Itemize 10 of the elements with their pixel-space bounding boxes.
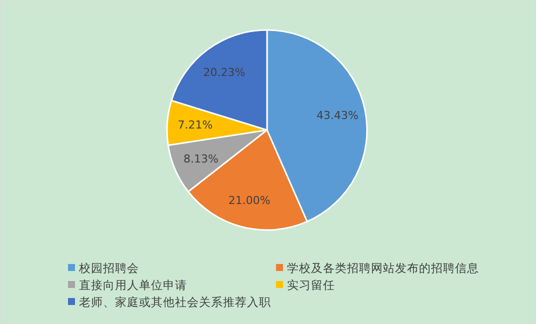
legend-label: 直接向用人单位申请 xyxy=(79,278,187,292)
data-label: 20.23% xyxy=(203,66,246,80)
data-label: 8.13% xyxy=(183,152,218,166)
legend-label: 实习留任 xyxy=(287,278,335,292)
data-label: 21.00% xyxy=(228,194,270,207)
legend-label: 校园招聘会 xyxy=(78,261,139,275)
legend-label: 学校及各类招聘网站发布的招聘信息 xyxy=(287,261,479,275)
data-label: 7.21% xyxy=(178,118,213,132)
data-label: 43.43% xyxy=(316,109,358,122)
legend-label: 老师、家庭或其他社会关系推荐入职 xyxy=(79,295,271,309)
